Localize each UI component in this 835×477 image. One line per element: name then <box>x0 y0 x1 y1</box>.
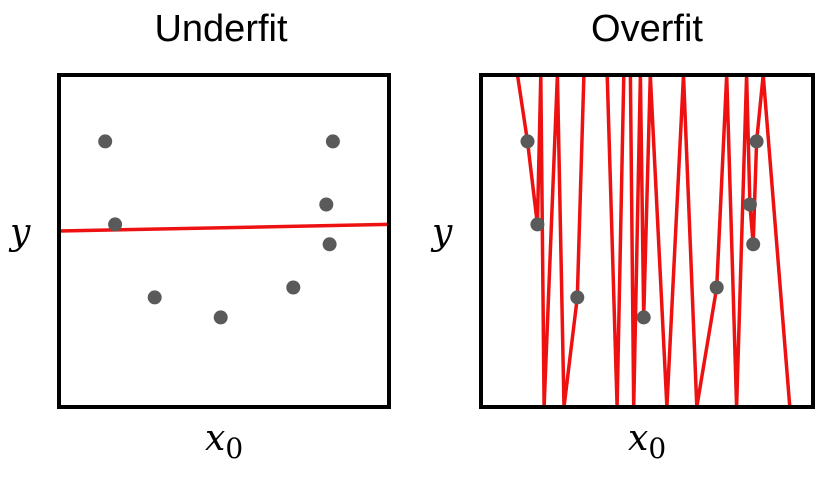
underfit-data-point <box>286 280 301 295</box>
underfit-data-point <box>325 134 340 149</box>
underfit-data-point <box>213 310 228 325</box>
overfit-data-point <box>749 134 764 149</box>
underfit-data-point <box>108 217 123 232</box>
x-axis-label-overfit-main: x <box>628 418 649 459</box>
underfit-plot <box>57 73 391 409</box>
y-axis-label-underfit: y <box>10 212 31 253</box>
overfit-plot <box>479 73 815 409</box>
underfit-data-point <box>322 237 337 252</box>
overfit-fit-line <box>515 75 792 407</box>
chart-title-overfit: Overfit <box>591 8 703 50</box>
underfit-data-point <box>147 290 162 305</box>
underfit-plot-frame <box>57 73 391 409</box>
overfit-plot-frame <box>479 73 815 409</box>
chart-title-underfit: Underfit <box>154 8 288 50</box>
x-axis-label-underfit-sub: 0 <box>225 432 244 465</box>
overfit-data-point <box>742 197 757 212</box>
underfit-data-point <box>319 197 334 212</box>
y-axis-label-overfit: y <box>432 212 453 253</box>
overfit-data-point <box>570 290 585 305</box>
x-axis-label-overfit-sub: 0 <box>648 432 667 465</box>
overfit-data-point <box>746 237 761 252</box>
x-axis-label-overfit: x0 <box>628 418 666 465</box>
overfit-data-point <box>636 310 651 325</box>
underfit-data-point <box>98 134 113 149</box>
x-axis-label-underfit: x0 <box>205 418 243 465</box>
overfit-data-point <box>530 217 545 232</box>
x-axis-label-underfit-main: x <box>205 418 226 459</box>
overfit-data-point <box>709 280 724 295</box>
overfit-data-point <box>520 134 535 149</box>
